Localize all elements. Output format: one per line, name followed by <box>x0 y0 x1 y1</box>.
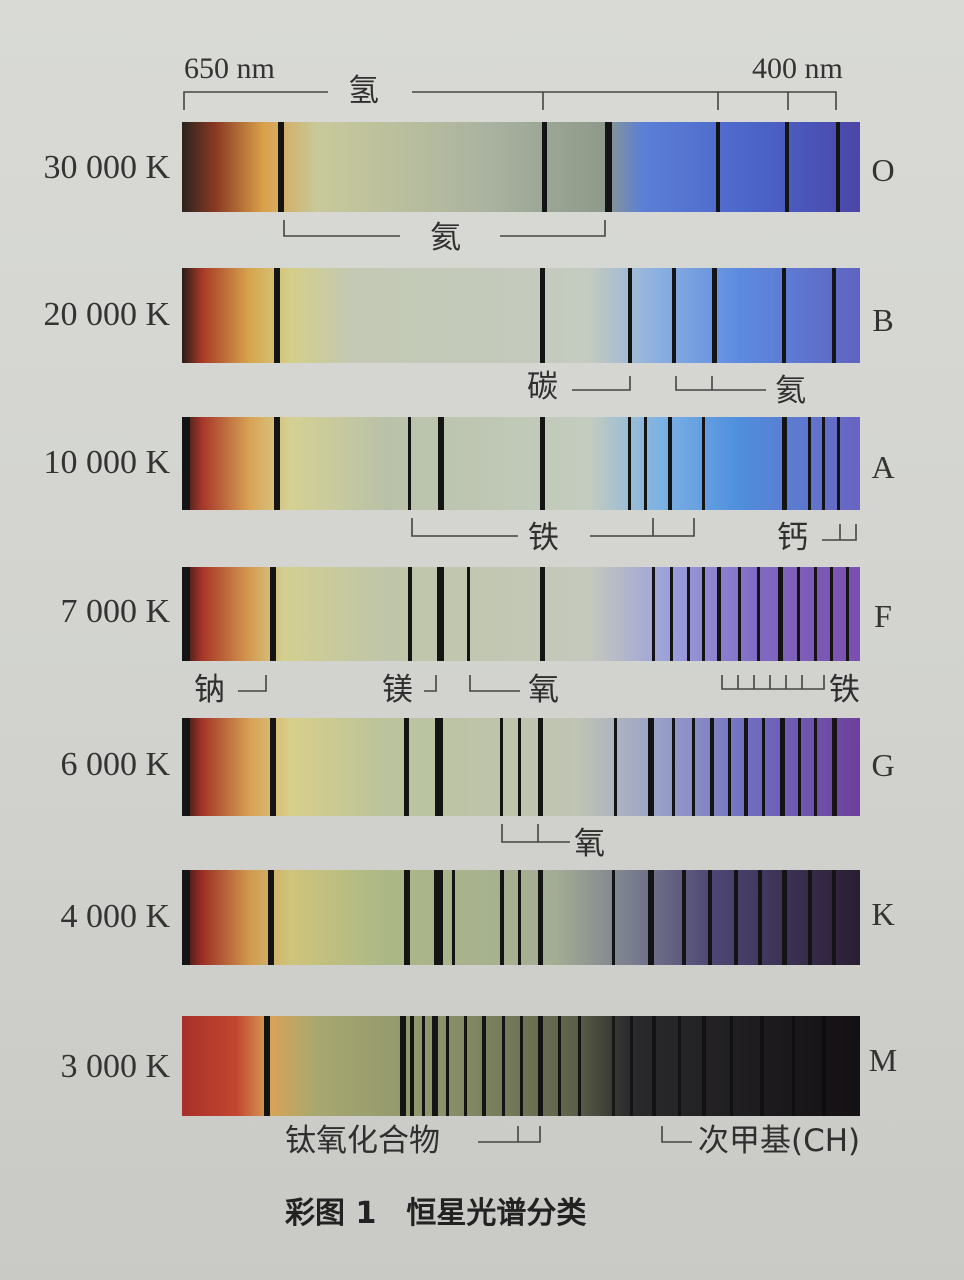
temp-label-m: 3 000 K <box>60 1048 170 1085</box>
class-label-f: F <box>874 598 892 634</box>
temp-label-a: 10 000 K <box>43 444 170 481</box>
label-f-magnesium: 镁 <box>382 672 413 708</box>
helium-bracket-o <box>283 220 606 237</box>
wavelength-bracket <box>183 91 837 110</box>
hydrogen-label: 氢 <box>348 73 379 109</box>
class-label-m: M <box>868 1042 898 1078</box>
class-label-k: K <box>871 896 895 932</box>
label-b-helium: 氦 <box>775 373 806 409</box>
spectrum-f <box>182 567 860 661</box>
helium-bracket-b <box>675 376 766 391</box>
class-label-g: G <box>871 747 895 783</box>
spectrum-g <box>182 718 860 816</box>
iron-bracket-a <box>411 518 695 537</box>
wavelength-650-label: 650 nm <box>184 52 275 85</box>
oxygen-bracket-g <box>501 824 570 843</box>
label-m-ch: 次甲基(CH) <box>698 1123 861 1159</box>
temp-label-b: 20 000 K <box>43 296 170 333</box>
spectrum-m <box>182 1016 860 1116</box>
spectrum-k <box>182 870 860 965</box>
magnesium-bracket-f <box>424 675 437 692</box>
temp-label-k: 4 000 K <box>60 898 170 935</box>
class-label-o: O <box>871 152 895 188</box>
spectrum-o <box>182 122 860 212</box>
carbon-bracket-b <box>572 376 631 391</box>
tio-bracket-m <box>478 1126 541 1143</box>
temp-label-f: 7 000 K <box>60 593 170 630</box>
sodium-bracket-f <box>238 675 267 692</box>
label-a-calcium: 钙 <box>777 520 808 556</box>
label-f-oxygen: 氧 <box>528 672 559 708</box>
calcium-bracket-a <box>822 524 857 541</box>
label-o-helium: 氦 <box>430 220 461 256</box>
figure-caption: 彩图 1 恒星光谱分类 <box>285 1196 587 1231</box>
temp-label-g: 6 000 K <box>60 746 170 783</box>
spectrum-b <box>182 268 860 363</box>
label-g-oxygen: 氧 <box>574 826 605 862</box>
label-f-iron: 铁 <box>829 672 860 708</box>
label-a-iron: 铁 <box>528 520 559 556</box>
oxygen-bracket-f <box>469 675 520 692</box>
ch-bracket-m <box>661 1126 692 1143</box>
label-b-carbon: 碳 <box>527 369 558 405</box>
iron-bracket-f <box>721 675 825 690</box>
class-label-b: B <box>872 302 894 338</box>
temp-label-o: 30 000 K <box>43 149 170 186</box>
wavelength-400-label: 400 nm <box>752 52 843 85</box>
label-m-tio: 钛氧化合物 <box>285 1123 440 1159</box>
spectrum-a <box>182 417 860 510</box>
class-label-a: A <box>871 449 895 485</box>
label-f-sodium: 钠 <box>194 672 225 708</box>
